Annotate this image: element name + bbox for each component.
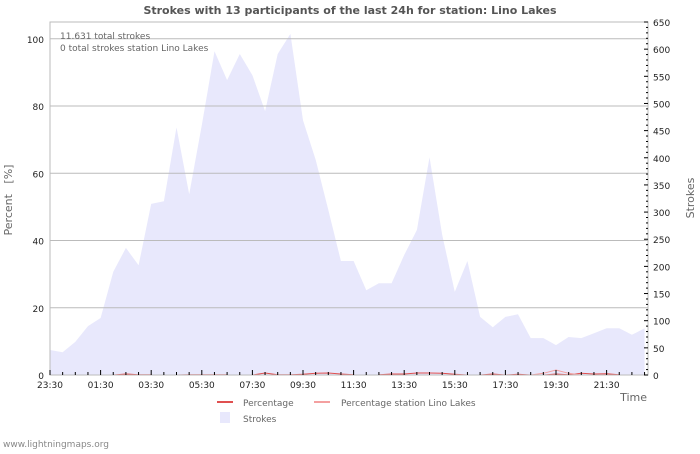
x-tick-label: 21:30 [594,381,620,391]
legend-label-station: Percentage station Lino Lakes [341,399,476,409]
y-right-tick-label: 0 [653,372,659,382]
x-tick-label: 05:30 [189,381,215,391]
y-right-tick-label: 450 [653,128,670,138]
y-right-tick-label: 650 [653,19,670,29]
x-tick-label: 11:30 [341,381,367,391]
y-right-tick-label: 100 [653,318,670,328]
y-right-tick-label: 50 [653,345,665,355]
site-credit: www.lightningmaps.org [3,440,109,450]
legend-swatch-strokes [220,412,230,423]
y-left-tick-label: 20 [33,305,45,315]
y-right-tick-label: 550 [653,73,670,83]
y-left-tick-label: 80 [33,103,45,113]
legend: Percentage Percentage station Lino Lakes… [217,399,476,425]
x-tick-label: 01:30 [88,381,114,391]
legend-swatch-station [314,401,330,403]
chart-title: Strokes with 13 participants of the last… [143,4,557,17]
x-tick-label: 13:30 [391,381,417,391]
y-right-tick-label: 200 [653,263,670,273]
legend-label-strokes: Strokes [243,415,277,425]
y-axis-right-label: Strokes [684,177,697,218]
y-left-tick-label: 40 [33,238,45,248]
y-axis-left-label: Percent [%] [2,165,15,236]
station-strokes-annotation: 0 total strokes station Lino Lakes [60,44,209,54]
x-tick-label: 19:30 [543,381,569,391]
x-tick-label: 17:30 [492,381,518,391]
strokes-area [50,34,645,375]
x-tick-label: 23:30 [37,381,63,391]
legend-swatch-percentage [217,401,233,403]
y-right-tick-label: 600 [653,46,670,56]
x-tick-label: 03:30 [138,381,164,391]
x-axis-label: Time [619,391,647,404]
y-right-tick-label: 350 [653,182,670,192]
total-strokes-annotation: 11.631 total strokes [60,32,150,42]
x-tick-label: 15:30 [442,381,468,391]
x-tick-label: 07:30 [239,381,265,391]
y-right-tick-label: 400 [653,155,670,165]
x-tick-label: 09:30 [290,381,316,391]
legend-label-percentage: Percentage [243,399,294,409]
y-right-tick-label: 300 [653,209,670,219]
y-right-tick-label: 150 [653,291,670,301]
y-right-tick-label: 500 [653,100,670,110]
y-left-tick-label: 100 [27,36,44,46]
y-right-tick-label: 250 [653,236,670,246]
y-left-tick-label: 60 [33,170,45,180]
